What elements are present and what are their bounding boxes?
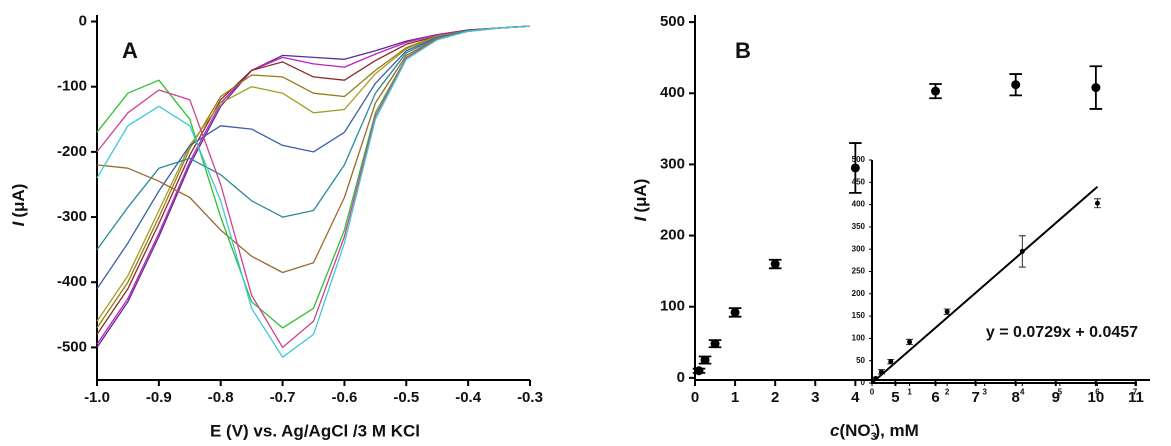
y-tick-label: -200 (57, 143, 87, 160)
x-label-part: - (871, 419, 875, 431)
y-tick-label: 100 (660, 298, 685, 315)
x-tick-label: 1 (731, 389, 739, 406)
x-tick-label: 3 (982, 388, 987, 397)
x-tick-label: 0 (691, 389, 699, 406)
x-tick-label: -0.8 (208, 389, 234, 406)
x-tick-label: 4 (1020, 388, 1025, 397)
x-tick-label: 2 (771, 389, 779, 406)
voltammogram (96, 25, 531, 335)
x-tick-label: 7 (1133, 388, 1138, 397)
y-label-unit: (μA) (631, 179, 650, 213)
y-tick-label: 100 (852, 334, 866, 343)
data-point (1091, 83, 1101, 93)
y-tick-label: 300 (660, 155, 685, 172)
x-label-part: c (830, 421, 840, 440)
x-label-part: ), mM (874, 421, 918, 440)
y-tick-label: 0 (861, 378, 866, 387)
voltammogram (96, 25, 531, 290)
y-tick-label: 50 (856, 356, 865, 365)
data-point (944, 309, 950, 315)
voltammogram (96, 25, 531, 274)
data-point (1019, 248, 1025, 254)
x-label-part: 3 (871, 431, 877, 443)
y-tick-label: 250 (852, 267, 866, 276)
y-tick-label: -300 (57, 208, 87, 225)
y-label-symbol: I (9, 220, 28, 226)
x-tick-label: -0.6 (331, 389, 357, 406)
data-point (931, 86, 941, 96)
x-tick-label: 10 (1088, 389, 1105, 406)
data-point (850, 163, 860, 173)
data-point (878, 369, 884, 375)
data-point (730, 307, 740, 317)
axes (96, 15, 530, 381)
x-tick-label: 6 (931, 389, 939, 406)
voltammogram (96, 25, 531, 322)
y-label-symbol: I (631, 215, 650, 221)
x-tick-label: 1 (907, 388, 912, 397)
data-point (700, 355, 710, 365)
x-tick-label: -1.0 (84, 389, 110, 406)
x-tick-label: 6 (1095, 388, 1100, 397)
y-tick-label: 0 (677, 369, 685, 386)
x-tick-label: -0.9 (146, 389, 172, 406)
y-axis-label: I (μA) (631, 179, 650, 222)
y-tick-label: -100 (57, 78, 87, 95)
voltammogram (96, 25, 531, 250)
voltammogram (96, 25, 531, 358)
x-tick-label: -0.4 (455, 389, 482, 406)
data-point (907, 339, 913, 345)
y-tick-label: -500 (57, 338, 87, 355)
fit-equation: y = 0.0729x + 0.0457 (986, 324, 1138, 341)
y-tick-label: 200 (660, 227, 685, 244)
fit-line (871, 186, 1099, 384)
data-point (888, 359, 894, 365)
x-tick-label: 8 (1012, 389, 1020, 406)
y-tick-label: -400 (57, 273, 87, 290)
y-tick-label: 200 (852, 289, 866, 298)
y-tick-label: 400 (852, 200, 866, 209)
x-tick-label: 7 (971, 389, 979, 406)
x-tick-label: 4 (851, 389, 860, 406)
data-point (770, 259, 780, 269)
y-tick-label: 150 (852, 311, 866, 320)
y-axis-label: I (μA) (9, 184, 28, 227)
y-label-unit: (μA) (9, 184, 28, 218)
y-tick-label: 300 (852, 244, 866, 253)
x-tick-label: 11 (1128, 389, 1144, 406)
x-tick-label: -0.5 (393, 389, 419, 406)
x-tick-label: 5 (891, 389, 899, 406)
y-tick-label: 500 (660, 13, 685, 30)
panel-label: A (122, 38, 138, 63)
panel-label: B (735, 38, 751, 63)
x-tick-label: 3 (811, 389, 819, 406)
y-tick-label: 350 (852, 222, 866, 231)
voltammogram (96, 25, 531, 329)
data-point (694, 366, 704, 376)
data-point (1011, 80, 1021, 90)
data-point (873, 376, 879, 382)
x-axis-label: c(NO3-), mM (830, 419, 919, 443)
voltammogram (96, 25, 531, 329)
x-label-part: (NO (839, 421, 870, 440)
y-tick-label: 0 (79, 12, 87, 29)
y-tick-label: 450 (852, 177, 866, 186)
y-tick-label: 500 (852, 155, 866, 164)
x-tick-label: 5 (1058, 388, 1063, 397)
data-point (1094, 200, 1100, 206)
x-tick-label: 9 (1052, 389, 1060, 406)
x-tick-label: -0.3 (517, 389, 543, 406)
data-point (710, 339, 720, 349)
voltammogram (96, 25, 531, 345)
y-tick-label: 400 (660, 84, 685, 101)
x-axis-label: E (V) vs. Ag/AgCl /3 M KCl (210, 421, 420, 440)
x-tick-label: 0 (870, 388, 875, 397)
x-tick-label: -0.7 (270, 389, 296, 406)
x-tick-label: 2 (945, 388, 950, 397)
